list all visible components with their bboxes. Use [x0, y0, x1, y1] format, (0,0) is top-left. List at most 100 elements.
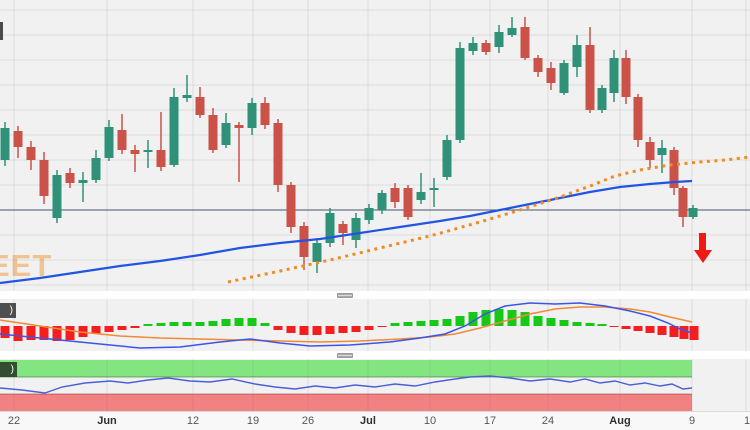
macd-histogram-bar — [221, 319, 231, 326]
panel-separator — [0, 351, 750, 359]
candle-body — [669, 150, 679, 188]
candle-body — [633, 97, 643, 140]
macd-histogram-bar — [91, 326, 101, 334]
macd-histogram-bar — [143, 324, 153, 326]
macd-histogram-bar — [657, 326, 667, 335]
x-axis-label: 10 — [423, 415, 437, 427]
macd-histogram-bar — [26, 326, 36, 340]
x-axis-label: 12 — [186, 415, 200, 427]
candle-body — [221, 123, 231, 145]
macd-histogram-bar — [208, 321, 218, 326]
panel-resize-handle[interactable] — [337, 292, 353, 298]
candle-body — [390, 188, 400, 202]
macd-histogram-bar — [416, 321, 426, 326]
down-arrow-icon — [699, 233, 706, 250]
candle-body — [494, 32, 504, 47]
candle-body — [156, 150, 166, 167]
x-axis-label: 17 — [483, 415, 497, 427]
panel-separator — [0, 291, 750, 299]
macd-histogram-bar — [390, 323, 400, 326]
macd-histogram-bar — [494, 309, 504, 326]
macd-histogram-bar — [669, 326, 679, 337]
macd-histogram-bar — [234, 318, 244, 326]
candle-body — [0, 128, 10, 160]
macd-histogram-bar — [377, 326, 387, 327]
macd-histogram-bar — [559, 320, 569, 326]
candle-body — [559, 63, 569, 93]
macd-histogram-bar — [546, 318, 556, 326]
candle-body — [91, 158, 101, 180]
macd-histogram-bar — [130, 326, 140, 328]
macd-line — [0, 302, 693, 349]
x-axis-label: Jul — [360, 415, 376, 427]
candle-body — [169, 97, 179, 165]
macd-histogram-bar — [286, 326, 296, 333]
macd-histogram-bar — [468, 312, 478, 326]
candle-body — [442, 140, 452, 177]
macd-histogram-bar — [442, 319, 452, 326]
candle-body — [429, 188, 439, 190]
macd-histogram-bar — [260, 323, 270, 326]
candle-body — [377, 193, 387, 210]
macd-histogram-bar — [633, 326, 643, 331]
symbol-legend-box — [0, 22, 3, 40]
chart-canvas[interactable] — [0, 0, 750, 411]
macd-histogram-bar — [621, 326, 631, 329]
x-axis-label: Aug — [609, 415, 631, 427]
rsi-overbought-band — [0, 360, 692, 377]
sma-line — [0, 179, 693, 285]
candle-body — [481, 43, 491, 52]
candle-body — [597, 88, 607, 110]
candle-body — [39, 160, 49, 196]
candle-body — [286, 185, 296, 227]
macd-histogram-bar — [364, 326, 374, 330]
x-axis[interactable]: 22 Jun 12 19 26 Jul 10 17 24 Aug 9 1 — [0, 411, 750, 430]
candle-body — [678, 188, 688, 217]
candle-body — [572, 45, 582, 67]
candle-body — [273, 123, 283, 185]
macd-histogram-bar — [679, 326, 689, 339]
candle-body — [260, 103, 270, 125]
macd-histogram-bar — [325, 326, 335, 334]
x-axis-label: 19 — [246, 415, 260, 427]
candle-body — [52, 175, 62, 218]
candle-body — [546, 68, 556, 83]
x-axis-label: 24 — [541, 415, 555, 427]
macd-histogram-bar — [403, 322, 413, 326]
candle-body — [65, 173, 75, 183]
candle-body — [688, 208, 698, 217]
macd-histogram-bar — [597, 324, 607, 326]
x-axis-label: 9 — [688, 415, 696, 427]
macd-histogram-bar — [299, 326, 309, 335]
macd-histogram-bar — [39, 326, 49, 340]
candle-body — [312, 243, 322, 262]
macd-histogram-bar — [689, 326, 699, 340]
macd-histogram-bar — [182, 322, 192, 326]
candle-body — [621, 58, 631, 97]
macd-histogram-bar — [520, 312, 530, 326]
macd-histogram-bar — [481, 310, 491, 326]
candle-body — [247, 103, 257, 128]
down-arrow-icon — [694, 250, 712, 263]
candle-body — [325, 213, 335, 243]
macd-histogram-bar — [78, 326, 88, 337]
macd-histogram-bar — [351, 326, 361, 332]
panel-resize-handle[interactable] — [337, 352, 353, 358]
candle-body — [645, 142, 655, 160]
rsi-oversold-band — [0, 394, 692, 411]
macd-histogram-bar — [455, 316, 465, 326]
rsi-legend-box: ) — [0, 362, 17, 377]
macd-histogram-bar — [195, 322, 205, 326]
candle-body — [78, 180, 88, 183]
candle-body — [533, 58, 543, 72]
candle-body — [208, 115, 218, 150]
candle-body — [657, 148, 667, 155]
macd-histogram-bar — [429, 320, 439, 326]
macd-histogram-bar — [156, 323, 166, 326]
candle-body — [26, 147, 36, 160]
macd-legend-box: ) — [0, 303, 16, 318]
candle-body — [182, 95, 192, 98]
candle-body — [416, 192, 426, 200]
candle-body — [364, 208, 374, 220]
